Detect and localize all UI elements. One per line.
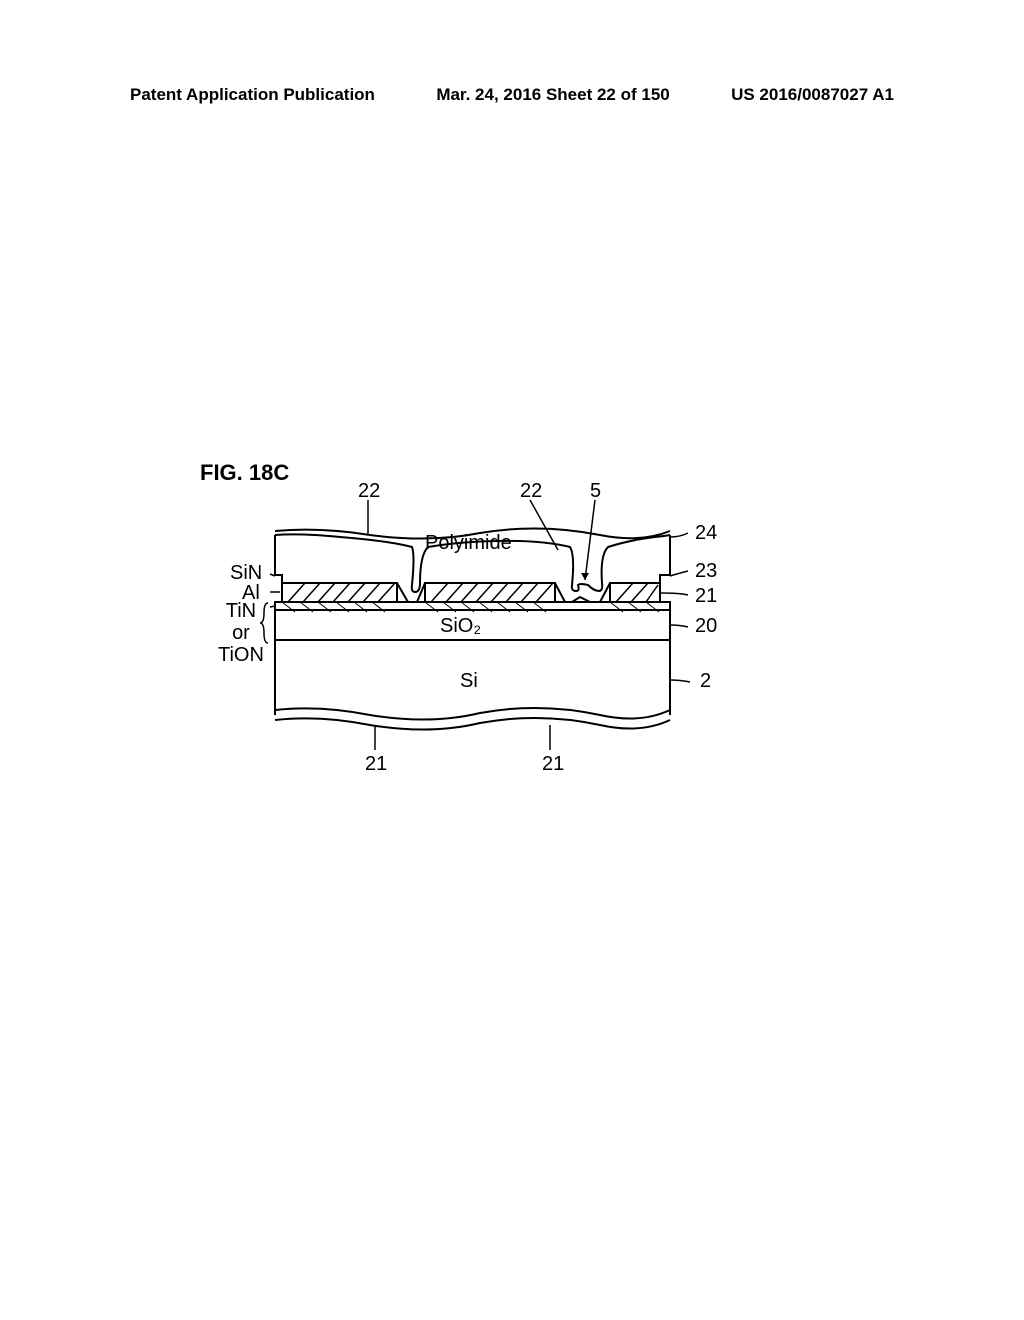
label-si: Si xyxy=(460,670,478,693)
label-22a: 22 xyxy=(358,480,380,503)
label-24: 24 xyxy=(695,522,717,545)
label-22b: 22 xyxy=(520,480,542,503)
label-21-bottom-a: 21 xyxy=(365,753,387,776)
label-23: 23 xyxy=(695,560,717,583)
header-right: US 2016/0087027 A1 xyxy=(731,85,894,105)
label-21-bottom-b: 21 xyxy=(542,753,564,776)
figure-18c: FIG. 18C xyxy=(200,460,760,840)
label-2: 2 xyxy=(700,670,711,693)
label-20: 20 xyxy=(695,615,717,638)
label-21: 21 xyxy=(695,585,717,608)
label-5: 5 xyxy=(590,480,601,503)
label-sio2: SiO₂ xyxy=(440,615,481,638)
figure-label: FIG. 18C xyxy=(200,460,289,486)
label-polyimide: Polyimide xyxy=(425,532,512,555)
header-left: Patent Application Publication xyxy=(130,85,375,105)
header-center: Mar. 24, 2016 Sheet 22 of 150 xyxy=(436,85,669,105)
label-tin: TiN or TiON xyxy=(218,600,264,666)
